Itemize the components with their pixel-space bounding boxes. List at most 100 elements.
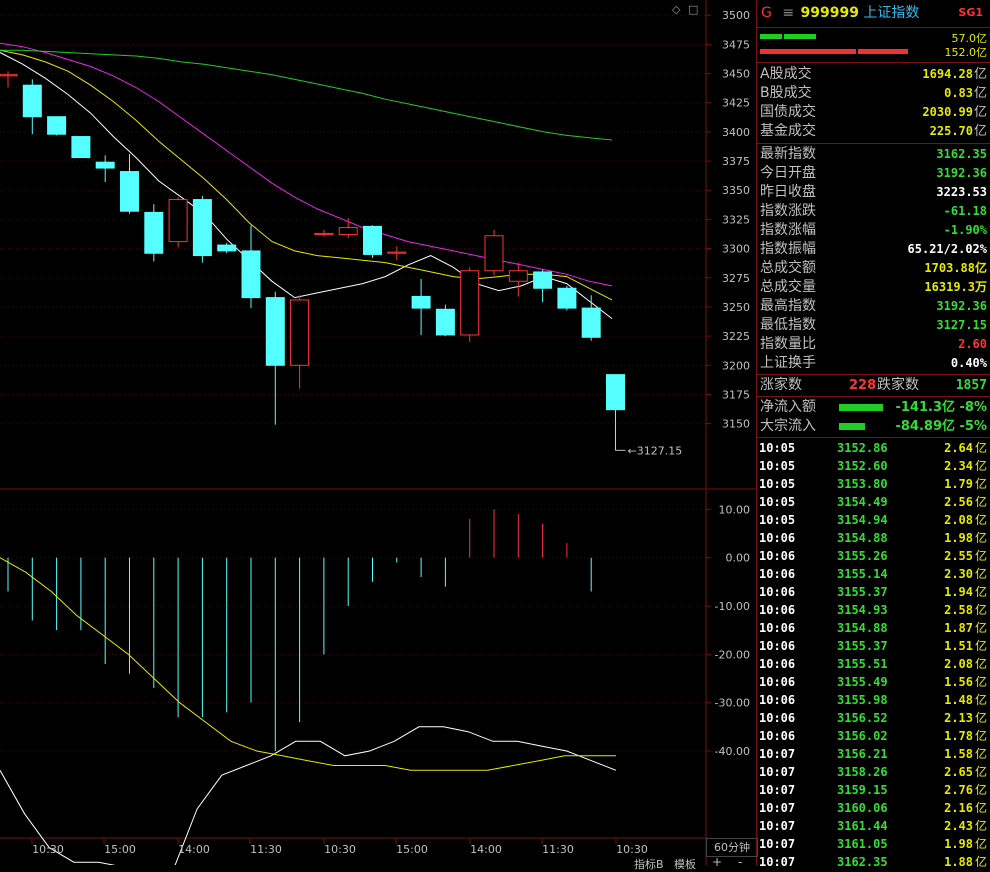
tick-unit: 亿 [974, 657, 987, 671]
tick-unit: 亿 [974, 837, 987, 851]
candle-body [533, 271, 553, 289]
tick-row: 10:07 3156.21 1.58 亿 [757, 745, 990, 763]
tick-time: 10:07 [759, 747, 796, 761]
divider [757, 437, 990, 438]
candle-body [0, 74, 18, 77]
stat-value: 225.70 [929, 124, 973, 138]
tick-price: 3160.06 [837, 801, 888, 815]
stat-label: 最低指数 [760, 317, 816, 333]
price-tick-label: 3275 [722, 272, 750, 285]
tick-time: 10:06 [759, 549, 796, 563]
divider [757, 396, 990, 397]
tick-volume: 2.58 [944, 603, 973, 617]
tick-volume: 2.56 [944, 495, 973, 509]
time-tick-label: 11:30 [542, 843, 574, 856]
candle-body [363, 225, 382, 255]
tick-unit: 亿 [974, 675, 987, 689]
tick-unit: 亿 [974, 819, 987, 833]
diamond-icon[interactable]: ◇ [672, 3, 681, 16]
candle-body [241, 250, 261, 299]
tick-unit: 亿 [974, 747, 987, 761]
tick-row: 10:05 3154.94 2.08 亿 [757, 511, 990, 529]
tick-price: 3154.93 [837, 603, 888, 617]
turnover-row: A股成交 1694.28 亿 [757, 65, 990, 84]
price-tick-label: 3300 [722, 243, 750, 256]
chart-area[interactable]: 3500 3475 3450 3425 3400 3375 3350 3325 3300 3275… [0, 0, 756, 865]
net-flow-bar [839, 404, 883, 411]
net-flow-pct: -8% [959, 400, 987, 415]
sg-badge[interactable]: SG1 [958, 6, 983, 19]
divider [757, 62, 990, 63]
turnover-row: 国债成交 2030.99 亿 [757, 103, 990, 122]
candle-body [120, 171, 139, 212]
stat-unit: 亿 [973, 86, 987, 101]
ma-line-ma60 [0, 49, 613, 141]
candle-body [508, 270, 528, 282]
tick-unit: 亿 [974, 531, 987, 545]
tick-row: 10:07 3158.26 2.65 亿 [757, 763, 990, 781]
tick-time: 10:06 [759, 621, 796, 635]
stat-label: 最高指数 [760, 298, 816, 314]
stat-value: 3192.36 [936, 299, 987, 313]
price-tick-label: 3350 [722, 184, 750, 197]
tick-row: 10:06 3155.26 2.55 亿 [757, 547, 990, 565]
tick-price: 3152.60 [837, 459, 888, 473]
divider [757, 27, 990, 28]
kline-chart[interactable]: 3500 3475 3450 3425 3400 3375 3350 3325 3300 3275… [0, 0, 756, 865]
tick-time: 10:06 [759, 657, 796, 671]
tick-volume: 1.87 [944, 621, 973, 635]
tick-time: 10:06 [759, 585, 796, 599]
tab-indicator[interactable]: 指标B [634, 858, 664, 871]
index-stat-row: 指数量比 2.60 [757, 335, 990, 354]
tick-price: 3155.26 [837, 549, 888, 563]
stat-label: 今日开盘 [760, 165, 816, 181]
macd-dea-line [0, 557, 616, 771]
stat-value: 1694.28 [922, 67, 973, 81]
tick-unit: 亿 [974, 621, 987, 635]
tick-unit: 亿 [974, 693, 987, 707]
ma-line-ma20 [0, 42, 613, 287]
tick-row: 10:06 3155.49 1.56 亿 [757, 673, 990, 691]
period-selector[interactable]: 60分钟 [706, 838, 758, 857]
net-flow-bar [839, 423, 865, 430]
macd-tick-label: -40.00 [715, 745, 750, 758]
macd-tick-label: -10.00 [715, 600, 750, 613]
candle-body [168, 199, 188, 243]
tick-unit: 亿 [974, 783, 987, 797]
tick-unit: 亿 [974, 729, 987, 743]
stat-label: 指数涨幅 [760, 222, 816, 238]
tick-row: 10:07 3162.35 1.88 亿 [757, 853, 990, 871]
tick-time: 10:07 [759, 765, 796, 779]
ma-line-ma10 [0, 49, 613, 301]
index-stat-row: 昨日收盘 3223.53 [757, 183, 990, 202]
stat-value: 16319.3万 [924, 280, 987, 294]
candle-body [435, 308, 455, 336]
tick-row: 10:07 3159.15 2.76 亿 [757, 781, 990, 799]
quote-panel: G ≡ 999999 上证指数 SG1 57.0亿 152.0亿 A股成交 169… [756, 0, 990, 869]
menu-icon[interactable]: ≡ [782, 5, 795, 21]
candle-body [581, 307, 601, 338]
stat-label: 指数振幅 [760, 241, 816, 257]
zoom-in-button[interactable]: + [712, 855, 723, 869]
tick-unit: 亿 [974, 639, 987, 653]
stat-value: 3127.15 [936, 318, 987, 332]
tick-price: 3152.86 [837, 441, 888, 455]
time-tick-label: 14:00 [470, 843, 502, 856]
tick-volume: 1.51 [944, 639, 973, 653]
square-icon[interactable]: □ [688, 3, 699, 16]
zoom-out-button[interactable]: - [738, 855, 743, 869]
candle-body [290, 299, 310, 366]
macd-tick-label: -20.00 [715, 648, 750, 661]
tab-template[interactable]: 模板 [674, 858, 696, 871]
candle-body [606, 374, 625, 411]
tick-unit: 亿 [974, 711, 987, 725]
net-flow-pct: -5% [959, 419, 987, 434]
candle-body [387, 251, 407, 254]
time-tick-label: 10:30 [32, 843, 64, 856]
time-tick-label: 15:00 [396, 843, 428, 856]
stat-unit: 亿 [973, 124, 987, 139]
candle-body [411, 295, 431, 309]
flow-bar-red-b [858, 49, 908, 54]
tick-volume: 2.76 [944, 783, 973, 797]
tick-row: 10:06 3154.88 1.87 亿 [757, 619, 990, 637]
